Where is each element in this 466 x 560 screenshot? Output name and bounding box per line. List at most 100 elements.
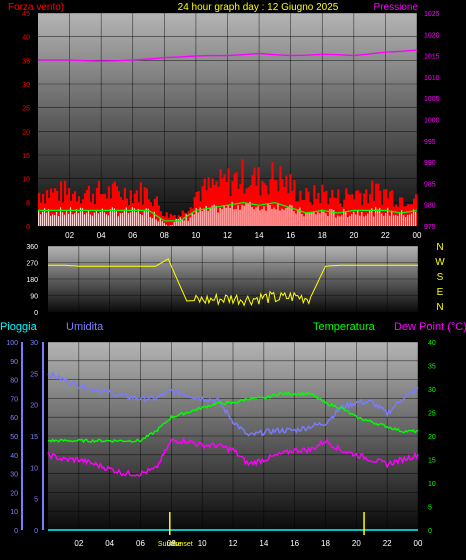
- wind-avg-bar: [102, 209, 103, 226]
- wind-avg-bar: [76, 209, 77, 226]
- wind-avg-bar: [327, 216, 328, 226]
- wind-avg-bar: [251, 207, 252, 226]
- wind-avg-bar: [385, 213, 386, 226]
- temp-tick-label: 10: [428, 481, 436, 488]
- wind-avg-bar: [237, 205, 238, 226]
- wind-avg-bar: [281, 209, 282, 226]
- wind-avg-bar: [124, 210, 125, 226]
- wind-avg-bar: [267, 204, 268, 226]
- wind-avg-bar: [160, 219, 161, 226]
- wind-avg-bar: [345, 212, 346, 226]
- wind-avg-bar: [305, 213, 306, 226]
- wind-avg-bar: [363, 216, 364, 226]
- temp-tick-label: 30: [428, 387, 436, 394]
- wind-avg-bar: [228, 205, 229, 226]
- hour-tick-label: 00: [413, 231, 422, 240]
- wind-avg-bar: [263, 206, 264, 226]
- temp-tick-label: 5: [428, 505, 432, 512]
- wind-avg-bar: [156, 219, 157, 226]
- cardinal-label: N: [436, 242, 443, 253]
- wind-avg-bar: [122, 213, 123, 226]
- hour-tick-label: 00: [414, 539, 423, 548]
- hour-tick-label: 20: [349, 231, 358, 240]
- wind-avg-bar: [74, 213, 75, 226]
- humidity-tick-label: 10: [30, 465, 38, 472]
- pressure-tick-label: 1020: [424, 32, 440, 39]
- wind-avg-bar: [285, 208, 286, 226]
- wind-avg-bar: [415, 212, 416, 226]
- wind-avg-bar: [253, 209, 254, 226]
- wind-avg-bar: [198, 212, 199, 226]
- wind-gust-bar: [168, 218, 170, 226]
- wind-avg-bar: [118, 216, 119, 226]
- hour-tick-label: 12: [229, 539, 238, 548]
- hour-tick-label: 10: [191, 231, 200, 240]
- temp-tick-label: 0: [428, 528, 432, 535]
- temp-tick-label: 35: [428, 364, 436, 371]
- graph-title: 24 hour graph day : 12 Giugno 2025: [178, 2, 339, 13]
- wind-avg-bar: [96, 210, 97, 226]
- rain-tick-label: 90: [10, 359, 18, 366]
- wind-avg-bar: [261, 209, 262, 226]
- pressure-tick-label: 1000: [424, 118, 440, 125]
- temp-tick-label: 15: [428, 458, 436, 465]
- wind-avg-bar: [373, 217, 374, 226]
- rain-tick-label: 50: [10, 434, 18, 441]
- cardinal-label: W: [435, 257, 445, 268]
- wind-avg-bar: [337, 216, 338, 226]
- hour-tick-label: 06: [136, 539, 145, 548]
- hour-tick-label: 08: [160, 231, 169, 240]
- direction-tick-label: 90: [30, 294, 38, 301]
- wind-avg-bar: [247, 203, 248, 226]
- wind-avg-bar: [148, 209, 149, 226]
- hour-tick-label: 20: [352, 539, 361, 548]
- wind-avg-bar: [100, 212, 101, 226]
- wind-avg-bar: [255, 207, 256, 226]
- wind-avg-bar: [72, 214, 73, 226]
- wind-avg-bar: [46, 213, 47, 226]
- rain-tick-label: 70: [10, 396, 18, 403]
- wind-avg-bar: [381, 214, 382, 226]
- hour-tick-label: 12: [223, 231, 232, 240]
- pressure-tick-label: 975: [424, 224, 436, 231]
- rain-tick-label: 60: [10, 415, 18, 422]
- wind-avg-bar: [56, 212, 57, 226]
- pressure-tick-label: 1005: [424, 96, 440, 103]
- wind-avg-bar: [361, 212, 362, 226]
- wind-tick-label: 5: [26, 200, 30, 207]
- wind-avg-bar: [295, 214, 296, 226]
- pressure-tick-label: 1025: [424, 11, 440, 18]
- direction-tick-label: 0: [34, 310, 38, 317]
- hour-tick-label: 16: [290, 539, 299, 548]
- wind-avg-bar: [54, 215, 55, 226]
- wind-avg-bar: [176, 219, 177, 226]
- wind-avg-bar: [341, 215, 342, 226]
- hour-tick-label: 22: [381, 231, 390, 240]
- wind-avg-bar: [235, 209, 236, 226]
- temp-tick-label: 40: [428, 340, 436, 347]
- wind-avg-bar: [393, 215, 394, 226]
- hour-tick-label: 14: [259, 539, 268, 548]
- cardinal-label: S: [437, 272, 444, 283]
- wind-avg-bar: [136, 212, 137, 226]
- wind-avg-bar: [116, 210, 117, 226]
- wind-avg-bar: [144, 210, 145, 226]
- rain-tick-label: 30: [10, 472, 18, 479]
- wind-avg-bar: [138, 209, 139, 226]
- wind-avg-bar: [162, 221, 163, 226]
- pressure-tick-label: 990: [424, 160, 436, 167]
- wind-avg-bar: [241, 205, 242, 226]
- wind-avg-bar: [259, 210, 260, 226]
- wind-avg-bar: [297, 209, 298, 226]
- wind-avg-bar: [399, 214, 400, 226]
- wind-avg-bar: [357, 210, 358, 226]
- wind-avg-bar: [395, 215, 396, 226]
- wind-avg-bar: [86, 213, 87, 226]
- wind-tick-label: 45: [22, 11, 30, 18]
- wind-avg-bar: [88, 210, 89, 226]
- wind-avg-bar: [313, 212, 314, 226]
- wind-avg-bar: [359, 216, 360, 226]
- humidity-tick-label: 25: [30, 371, 38, 378]
- wind-avg-bar: [130, 212, 131, 226]
